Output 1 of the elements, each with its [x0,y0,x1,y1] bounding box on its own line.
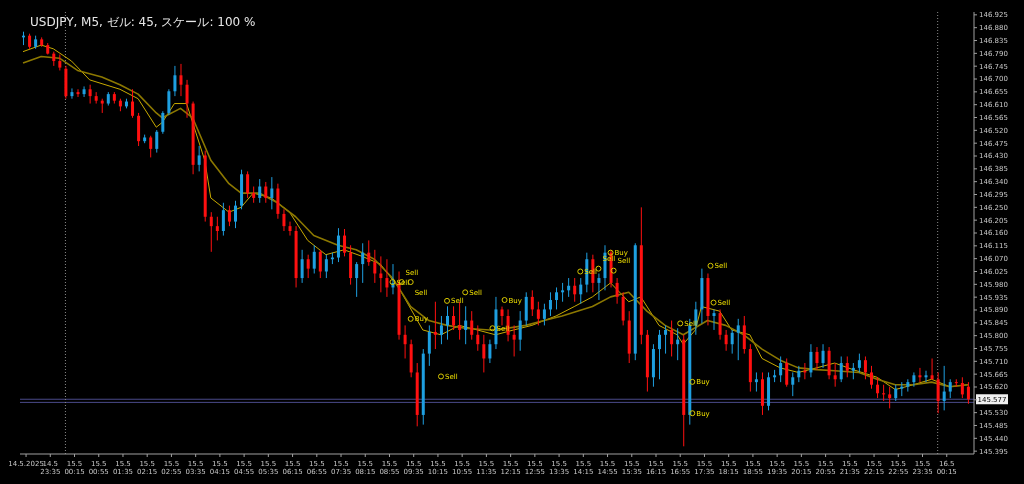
chart-title: USDJPY, M5, ゼル: 45, スケール: 100 % [30,14,256,31]
